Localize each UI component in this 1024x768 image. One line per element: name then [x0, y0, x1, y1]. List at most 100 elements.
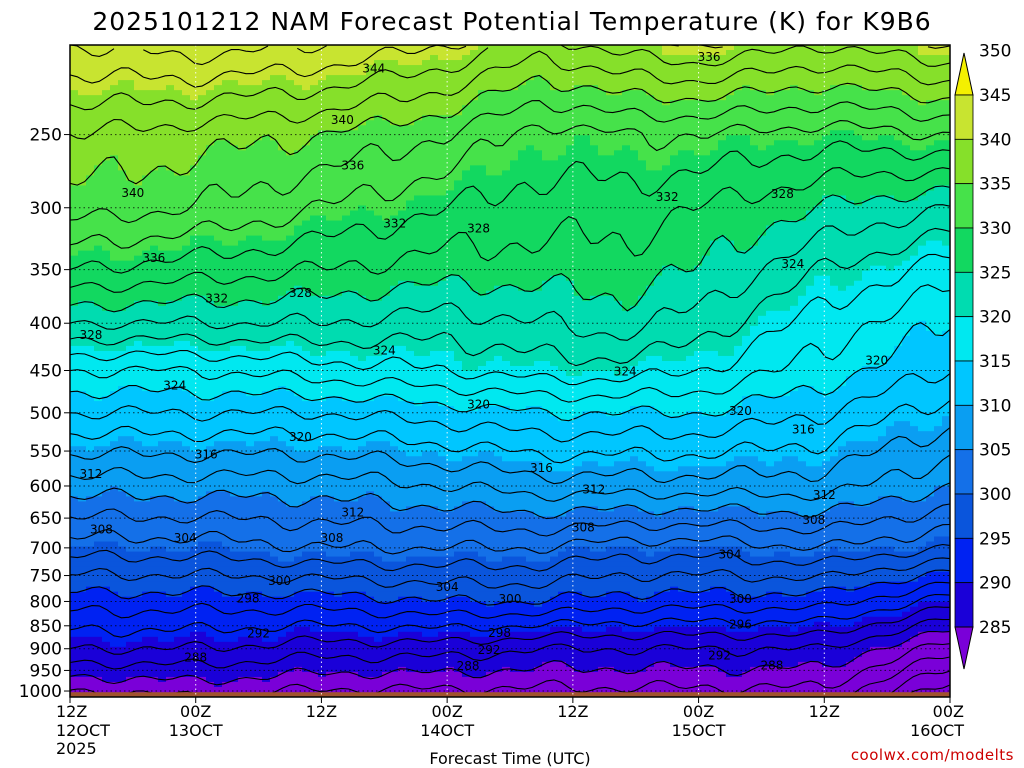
y-tick-label: 300 [30, 199, 62, 219]
colorbar-label: 285 [979, 618, 1011, 638]
contour-label: 300 [729, 592, 752, 606]
colorbar-label: 340 [979, 130, 1011, 150]
contour-304 [70, 543, 950, 572]
contour-label: 292 [708, 648, 731, 662]
contour-label: 320 [729, 404, 752, 418]
x-tick-label: 00Z [180, 702, 211, 721]
colorbar-segment [954, 183, 974, 229]
contour-340 [70, 74, 950, 186]
colorbar-label: 345 [979, 86, 1011, 106]
contour-302 [70, 557, 950, 589]
x-tick-label: 14OCT [420, 721, 474, 740]
y-tick-label: 700 [30, 539, 62, 559]
contour-label: 308 [320, 531, 343, 545]
colorbar-segment [954, 537, 974, 584]
contour-label: 324 [614, 364, 637, 378]
contour-label: 344 [362, 61, 385, 75]
contour-label: 312 [79, 467, 102, 481]
colorbar-label: 330 [979, 219, 1011, 239]
x-tick-label: 16OCT [910, 721, 964, 740]
contour-label: 298 [488, 626, 511, 640]
contour-label: 312 [582, 482, 605, 496]
contour-306 [70, 523, 950, 555]
contour-label: 288 [760, 658, 783, 672]
contour-label: 304 [436, 580, 459, 594]
y-tick-label: 350 [30, 261, 62, 281]
contour-label: 304 [719, 548, 742, 562]
colorbar-label: 325 [979, 263, 1011, 283]
contour-label: 320 [865, 354, 888, 368]
contour-336 [70, 120, 950, 249]
contour-348 [70, 45, 327, 66]
contour-334 [70, 140, 950, 274]
y-tick-label: 450 [30, 362, 62, 382]
contour-290 [70, 630, 950, 686]
contour-label: 336 [341, 158, 364, 172]
contour-label: 300 [268, 574, 291, 588]
contour-344 [70, 45, 950, 111]
contour-label: 308 [572, 520, 595, 534]
colorbar-segment [954, 316, 974, 362]
contour-label: 308 [802, 513, 825, 527]
contour-label: 336 [698, 50, 721, 64]
x-tick-label: 12Z [56, 702, 87, 721]
chart-title: 2025101212 NAM Forecast Potential Temper… [92, 7, 931, 36]
y-tick-label: 600 [30, 477, 62, 497]
colorbar-segment [954, 227, 974, 273]
y-tick-label: 550 [30, 442, 62, 462]
y-tick-label: 900 [30, 640, 62, 660]
y-tick-label: 750 [30, 567, 62, 587]
contour-324 [70, 253, 950, 386]
contour-label: 324 [781, 257, 804, 271]
contour-312 [70, 454, 950, 502]
credit-text: coolwx.com/modelts [851, 746, 1014, 764]
contour-label: 292 [247, 626, 270, 640]
x-tick-label: 00Z [431, 702, 462, 721]
contour-labels: 344 336 340 336 340 332 328 332 328 336 324 332 328 3… [79, 50, 888, 673]
contour-label: 292 [478, 643, 501, 657]
y-tick-label: 850 [30, 617, 62, 637]
contour-326 [70, 227, 950, 367]
contour-label: 288 [184, 651, 207, 665]
contour-320 [70, 321, 950, 422]
contour-label: 300 [499, 592, 522, 606]
contour-label: 308 [90, 523, 113, 537]
colorbar-label: 350 [979, 42, 1011, 62]
contour-label: 316 [792, 422, 815, 436]
y-tick-label: 400 [30, 314, 62, 334]
contour-330 [70, 185, 950, 313]
contour-label: 332 [205, 291, 228, 305]
contour-282 [905, 684, 950, 697]
contour-332 [70, 167, 950, 293]
y-tick-label: 500 [30, 404, 62, 424]
theta-contour-lines [70, 45, 950, 697]
colorbar-segment [954, 404, 974, 451]
colorbar-segment [954, 360, 974, 406]
x-tick-label: 12Z [809, 702, 840, 721]
colorbar-label: 295 [979, 529, 1011, 549]
colorbar-segment [954, 271, 974, 318]
colorbar-label: 320 [979, 308, 1011, 328]
x-tick-label: 13OCT [169, 721, 223, 740]
colorbar-label: 315 [979, 352, 1011, 372]
contour-label: 320 [467, 398, 490, 412]
contour-label: 328 [289, 286, 312, 300]
contour-label: 324 [373, 343, 396, 357]
x-tick-label: 00Z [933, 702, 964, 721]
contour-316 [70, 400, 950, 464]
contour-338 [70, 100, 950, 224]
contour-label: 328 [771, 187, 794, 201]
contour-label: 288 [457, 659, 480, 673]
x-axis-label: Forecast Time (UTC) [429, 749, 590, 768]
colorbar-label: 335 [979, 175, 1011, 195]
x-tick-label: 12Z [557, 702, 588, 721]
y-tick-label: 250 [30, 126, 62, 146]
contour-298 [70, 581, 950, 619]
colorbar-label: 300 [979, 485, 1011, 505]
colorbar-segment [954, 138, 974, 185]
contour-label: 312 [813, 488, 836, 502]
colorbar-segment [954, 94, 974, 140]
y-tick-label: 800 [30, 592, 62, 612]
